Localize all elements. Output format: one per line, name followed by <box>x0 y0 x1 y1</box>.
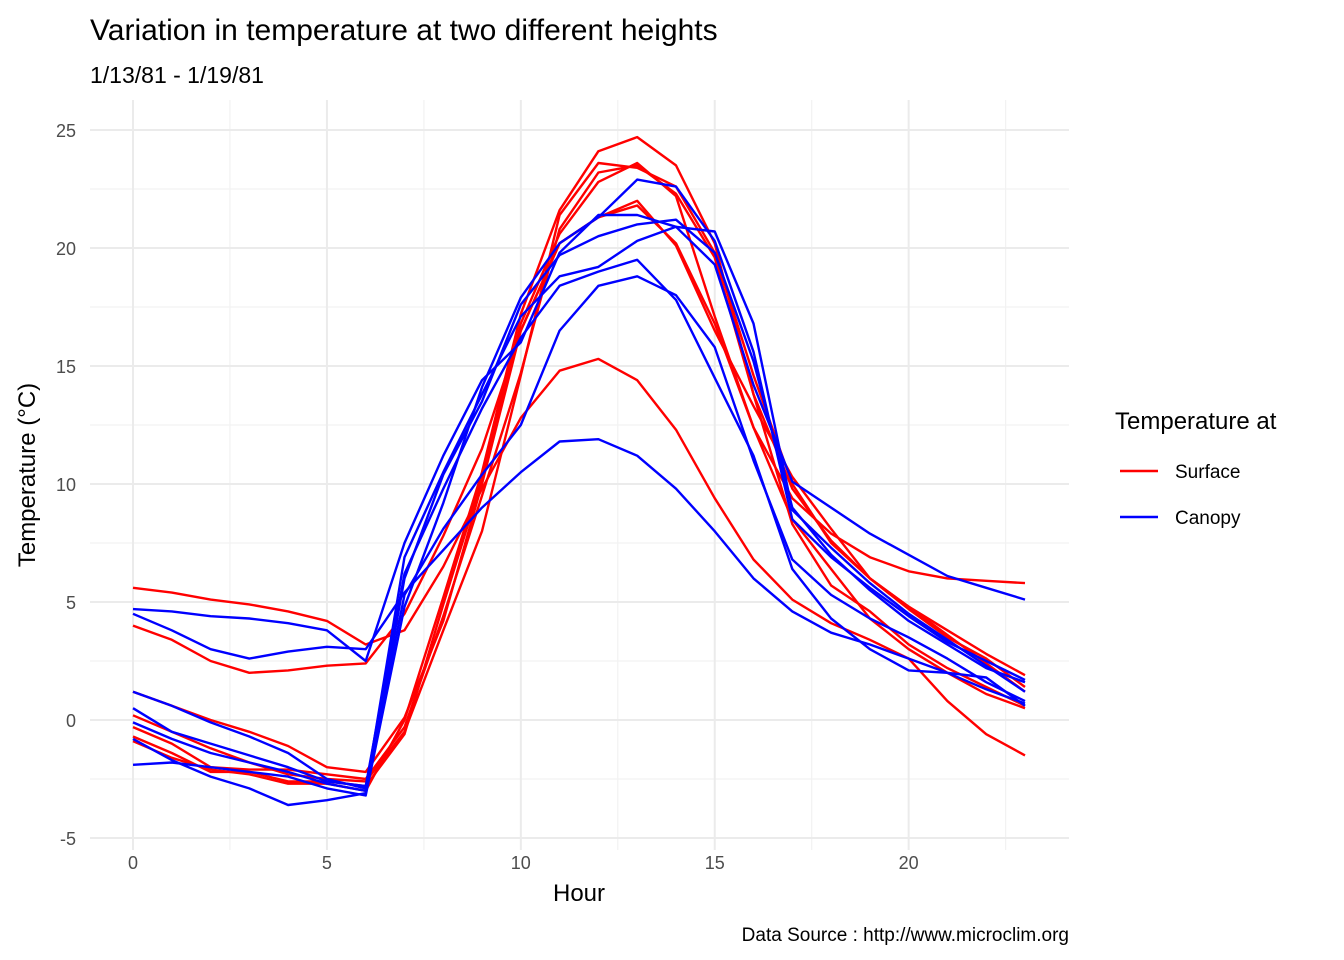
series-line-canopy <box>132 258 1026 788</box>
y-tick-label: 0 <box>66 711 76 731</box>
series-line-canopy <box>132 225 1026 792</box>
legend-label-surface: Surface <box>1175 462 1240 483</box>
x-tick-label: 5 <box>322 853 332 873</box>
x-axis: 0 5 10 15 20 <box>128 853 919 873</box>
y-tick-label: 5 <box>66 593 76 613</box>
y-tick-label: 20 <box>56 239 76 259</box>
x-tick-label: 0 <box>128 853 138 873</box>
chart-subtitle: 1/13/81 - 1/19/81 <box>90 62 264 88</box>
x-tick-label: 10 <box>511 853 531 873</box>
caption: Data Source : http://www.microclim.org <box>742 925 1069 946</box>
series-line-canopy <box>132 213 1026 663</box>
series-line-canopy <box>132 275 1026 790</box>
series-line-surface <box>132 135 1026 792</box>
grid <box>90 100 1069 850</box>
series-line-canopy <box>132 438 1026 705</box>
series-line-canopy <box>132 178 1026 797</box>
y-tick-label: -5 <box>60 829 76 849</box>
series-line-surface <box>132 199 1026 774</box>
x-tick-label: 20 <box>899 853 919 873</box>
series-line-canopy <box>132 218 1026 807</box>
legend-label-canopy: Canopy <box>1175 508 1241 529</box>
series-line-surface <box>132 161 1026 788</box>
series-line-surface <box>132 357 1026 757</box>
legend: Temperature at Surface Canopy <box>1115 408 1277 529</box>
x-tick-label: 15 <box>705 853 725 873</box>
series-line-surface <box>132 161 1026 783</box>
chart-title: Variation in temperature at two differen… <box>90 14 718 47</box>
x-axis-title: Hour <box>553 880 605 907</box>
y-tick-label: 25 <box>56 121 76 141</box>
y-axis: -5 0 5 10 15 20 25 <box>56 121 76 849</box>
y-tick-label: 10 <box>56 475 76 495</box>
y-axis-title: Temperature (°C) <box>14 383 41 567</box>
series-line-surface <box>132 164 1026 781</box>
plot-area <box>132 135 1026 807</box>
legend-title: Temperature at <box>1115 408 1277 435</box>
y-tick-label: 15 <box>56 357 76 377</box>
